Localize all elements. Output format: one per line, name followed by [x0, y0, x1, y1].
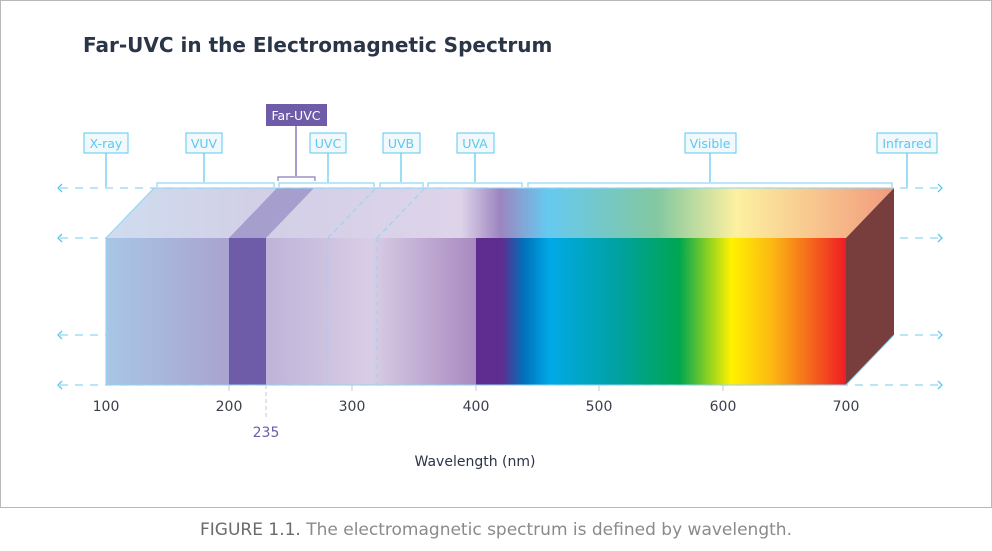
prism-top-face [106, 188, 894, 238]
tick-600: 600 [710, 399, 737, 415]
figure-caption: FIGURE 1.1. The electromagnetic spectrum… [0, 520, 992, 540]
far-uvc-top [229, 188, 314, 238]
label-x-ray: X-ray [83, 132, 129, 154]
infrared-side-face [846, 188, 894, 385]
svg-text:X-ray: X-ray [90, 136, 123, 151]
label-far-uvc: Far-UVC [266, 104, 327, 126]
tick-700: 700 [833, 399, 860, 415]
far-uvc-band [229, 238, 266, 385]
far-uvc-bracket [277, 176, 316, 181]
figure-title: Far-UVC in the Electromagnetic Spectrum [83, 33, 553, 57]
tick-500: 500 [586, 399, 613, 415]
svg-text:Infrared: Infrared [882, 136, 931, 151]
label-uvb: UVB [382, 132, 421, 154]
label-uva: UVA [456, 132, 495, 154]
caption-prefix: FIGURE 1.1. [200, 520, 301, 540]
label-infrared: Infrared [876, 132, 938, 154]
visible-band [476, 238, 846, 385]
vuv-band [106, 238, 229, 385]
svg-text:Visible: Visible [690, 136, 731, 151]
tick-235: 235 [253, 425, 280, 441]
tick-200: 200 [216, 399, 243, 415]
tick-400: 400 [463, 399, 490, 415]
spectrum-diagram: X-ray VUV Far-UVC UVC UVB UVA Visible In… [57, 104, 943, 470]
label-vuv: VUV [185, 132, 223, 154]
label-visible: Visible [684, 132, 737, 154]
tick-300: 300 [339, 399, 366, 415]
svg-text:VUV: VUV [191, 136, 218, 151]
tick-100: 100 [93, 399, 120, 415]
caption-text: The electromagnetic spectrum is defined … [300, 520, 792, 540]
arrow-heads [57, 183, 943, 390]
band-brackets [156, 182, 893, 187]
axis-label: Wavelength (nm) [415, 454, 536, 470]
label-leaders [105, 153, 908, 187]
svg-text:UVC: UVC [315, 136, 342, 151]
svg-text:Far-UVC: Far-UVC [272, 108, 321, 123]
svg-text:UVB: UVB [388, 136, 414, 151]
uv-band [266, 238, 476, 385]
label-uvc: UVC [309, 132, 347, 154]
svg-text:UVA: UVA [462, 136, 488, 151]
axis-ticks [228, 385, 724, 420]
